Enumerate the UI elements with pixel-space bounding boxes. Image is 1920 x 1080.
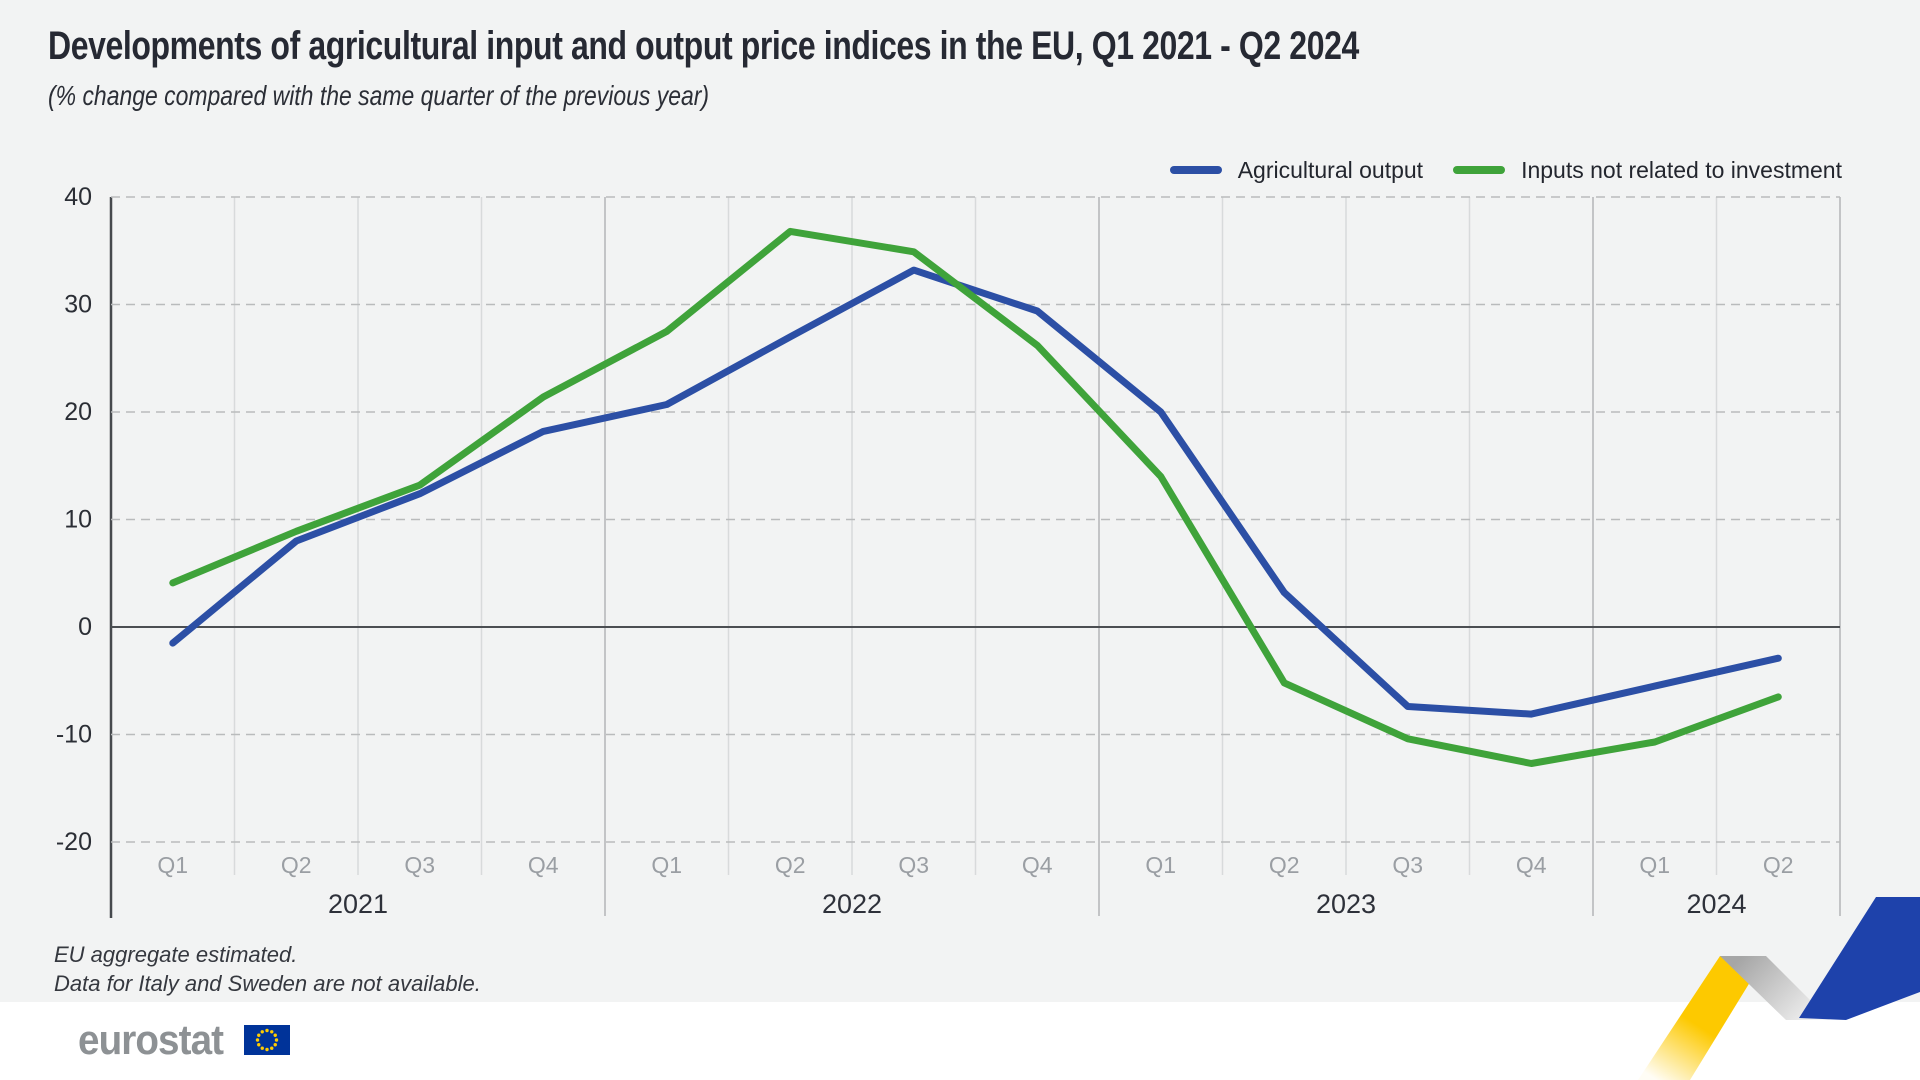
x-axis-year-labels: 2021 2022 2023 2024 xyxy=(328,889,1747,919)
y-axis-tick-label: 30 xyxy=(64,291,92,319)
quarter-label: Q2 xyxy=(1269,852,1300,878)
series-line-agricultural-output xyxy=(169,266,1782,718)
eu-flag-star xyxy=(255,1038,259,1042)
year-label: 2021 xyxy=(328,889,388,919)
chart-legend: Agricultural output Inputs not related to… xyxy=(1169,154,1842,186)
y-axis-tick-label: -10 xyxy=(56,721,92,749)
eu-flag-star xyxy=(269,1030,274,1034)
legend-swatch-icon xyxy=(1453,166,1506,174)
quarter-label: Q2 xyxy=(775,852,806,878)
y-axis-tick-label: 20 xyxy=(64,398,92,426)
footer-band xyxy=(0,1002,1920,1080)
quarter-label: Q3 xyxy=(1392,852,1423,878)
y-axis-tick-label: 10 xyxy=(64,506,92,534)
year-label: 2023 xyxy=(1316,889,1376,919)
eu-flag-star xyxy=(256,1033,261,1037)
quarter-label: Q3 xyxy=(404,852,435,878)
eurostat-logo: eurostat xyxy=(78,1016,290,1064)
quarter-label: Q1 xyxy=(1639,852,1670,878)
y-axis-tick-label: -20 xyxy=(56,828,92,856)
horizontal-gridlines: 40 30 20 10 0 -10 -20 xyxy=(56,183,1840,856)
y-axis-tick-label: 40 xyxy=(64,183,92,211)
quarter-label: Q4 xyxy=(1516,852,1547,878)
eu-flag-icon xyxy=(243,1025,290,1055)
eu-flag-star xyxy=(269,1046,274,1050)
eu-flag-star xyxy=(265,1047,269,1052)
quarter-label: Q1 xyxy=(651,852,682,878)
quarter-label: Q4 xyxy=(1022,852,1053,878)
eu-flag-star xyxy=(256,1043,261,1047)
quarter-label: Q2 xyxy=(1763,852,1794,878)
x-axis-quarter-labels: Q1 Q2 Q3 Q4 Q1 Q2 Q3 Q4 Q1 Q2 Q3 Q4 Q1 Q2 xyxy=(157,852,1793,878)
eurostat-logo-text: eurostat xyxy=(78,1016,224,1063)
y-axis-tick-label: 0 xyxy=(78,613,92,641)
quarter-label: Q3 xyxy=(898,852,929,878)
page-title: Developments of agricultural input and o… xyxy=(48,24,1359,68)
quarter-label: Q4 xyxy=(528,852,559,878)
chart-footnotes: EU aggregate estimated. Data for Italy a… xyxy=(54,940,481,998)
legend-label: Inputs not related to investment xyxy=(1521,156,1842,183)
quarter-label: Q1 xyxy=(157,852,188,878)
legend-label: Agricultural output xyxy=(1237,156,1424,183)
eu-flag-star xyxy=(273,1043,277,1047)
year-label: 2022 xyxy=(822,889,882,919)
series-line-inputs-not-related-to-investment xyxy=(169,227,1782,767)
legend-item: Agricultural output xyxy=(1169,156,1424,184)
page-subtitle: (% change compared with the same quarter… xyxy=(48,80,710,111)
vertical-gridlines xyxy=(109,197,1841,918)
footnote-line-2: Data for Italy and Sweden are not availa… xyxy=(54,971,481,996)
eu-flag-star xyxy=(260,1046,264,1050)
eu-flag-star xyxy=(260,1030,264,1034)
eu-flag-star xyxy=(273,1033,277,1037)
eu-flag-star xyxy=(265,1028,269,1033)
eu-flag-star xyxy=(274,1038,278,1042)
legend-swatch-icon xyxy=(1169,166,1222,174)
quarter-label: Q1 xyxy=(1145,852,1176,878)
footnote-line-1: EU aggregate estimated. xyxy=(54,942,298,967)
year-label: 2024 xyxy=(1686,889,1746,919)
quarter-label: Q2 xyxy=(281,852,312,878)
legend-item: Inputs not related to investment xyxy=(1453,157,1842,184)
